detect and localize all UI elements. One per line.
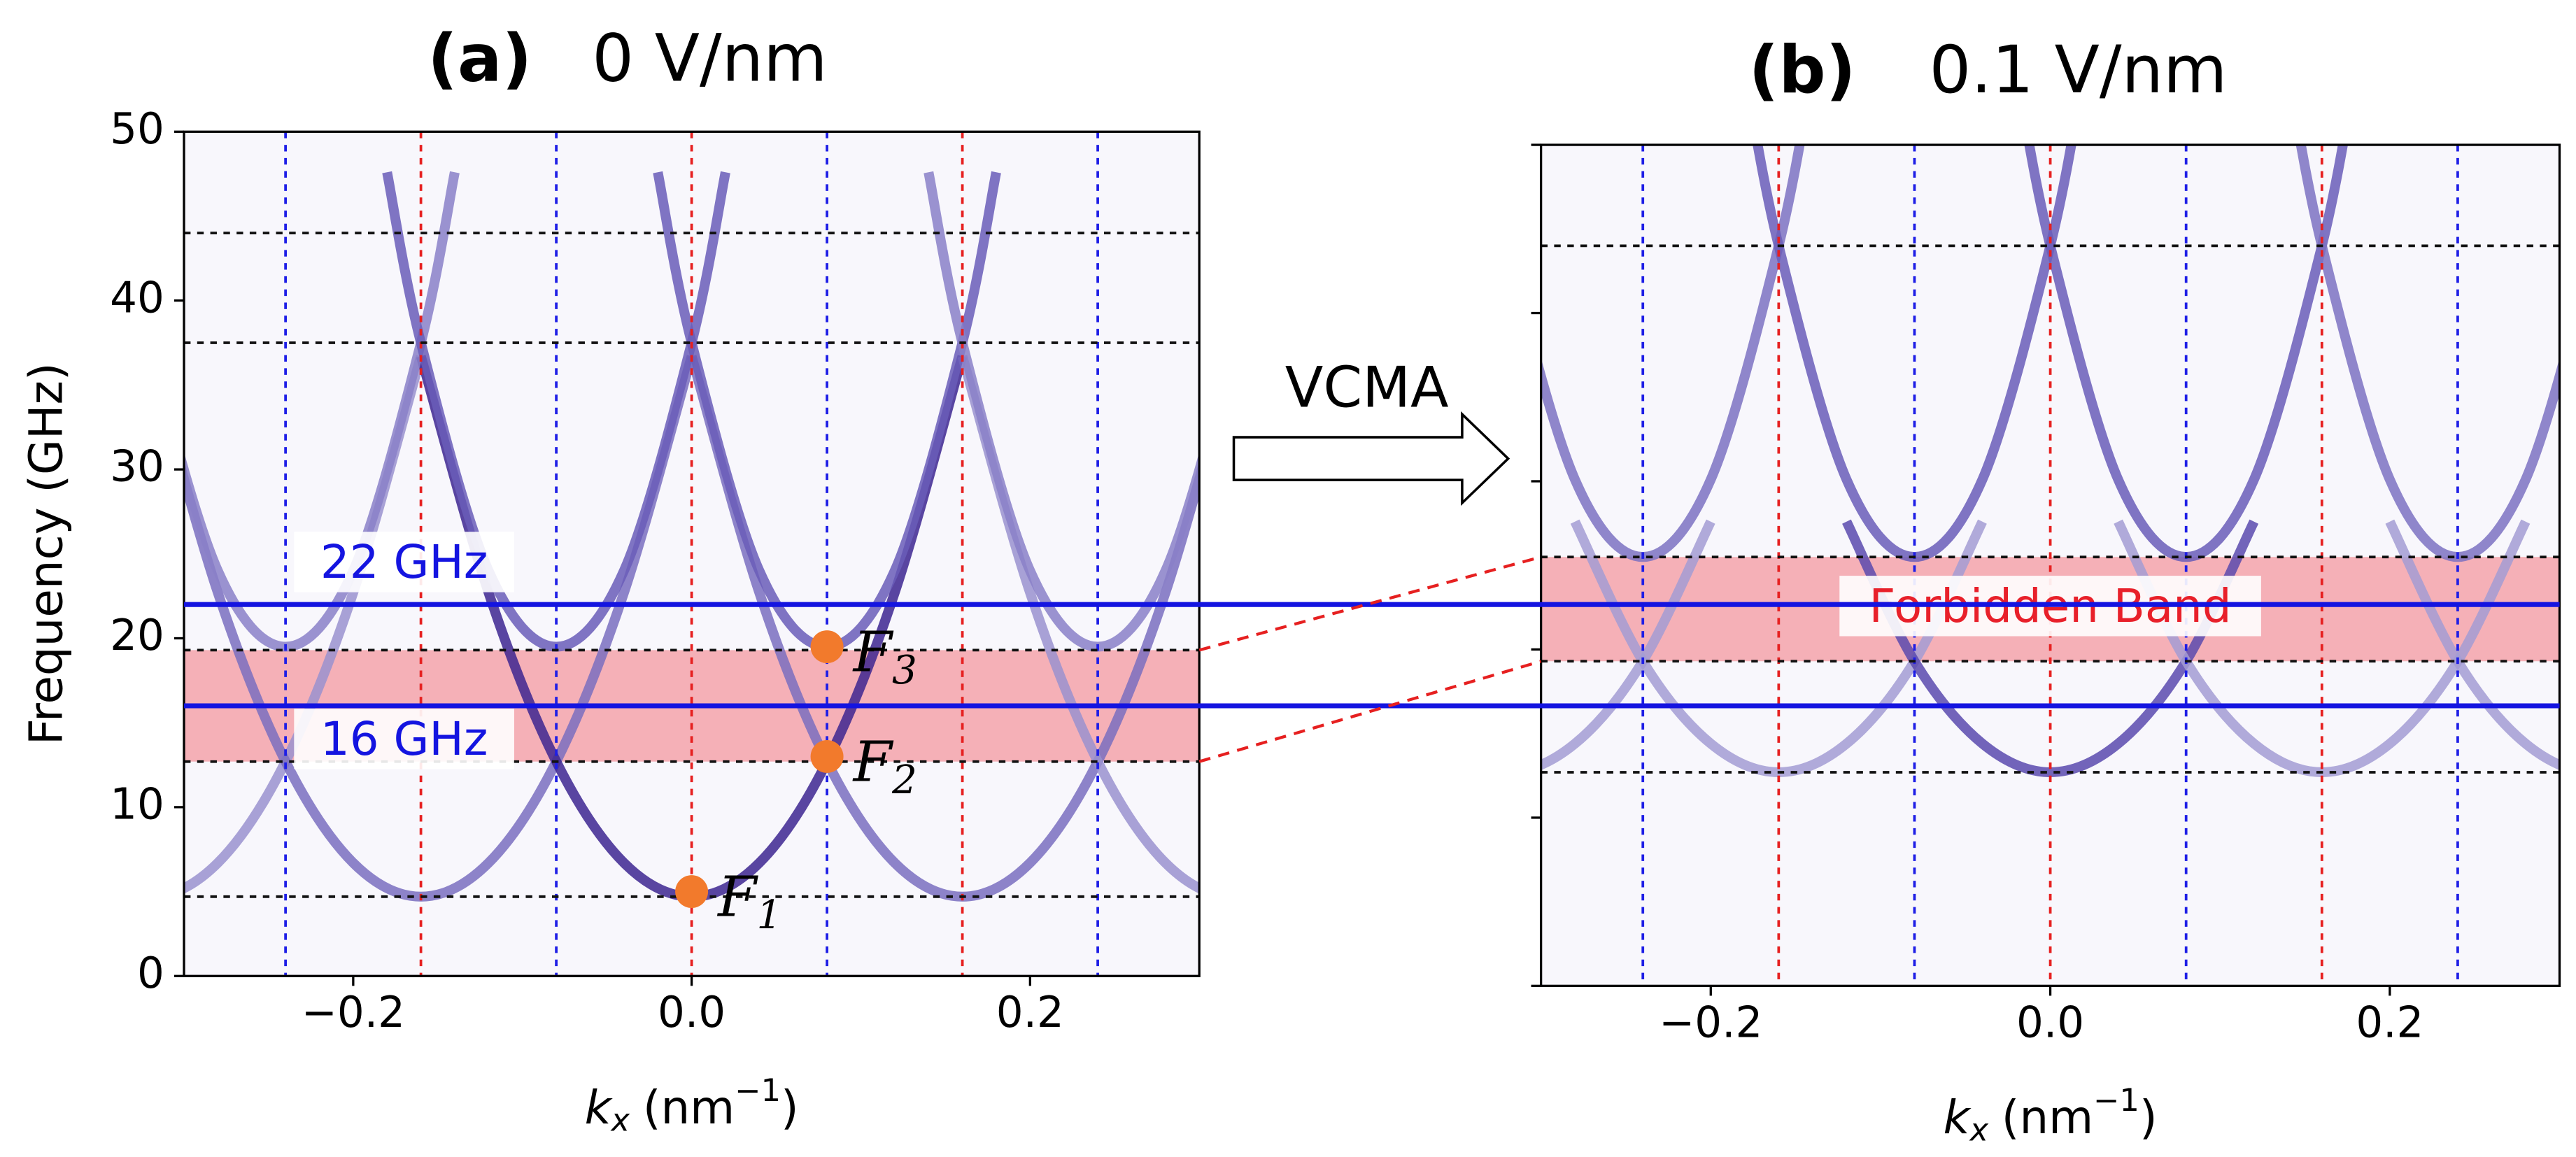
point-label-subscript: 2 xyxy=(891,758,917,803)
point-label-subscript: 1 xyxy=(757,893,782,938)
x-axis-label: kx (nm−1) xyxy=(1944,1082,2158,1148)
x-tick-label: −0.2 xyxy=(1659,998,1762,1047)
dispersion-curve xyxy=(1541,519,1715,771)
x-label-exponent: −1 xyxy=(2093,1082,2139,1119)
point-label-letter: F xyxy=(852,620,894,685)
x-label-subscript: x xyxy=(1969,1112,1989,1148)
x-tick-label: 0.0 xyxy=(2016,998,2084,1047)
point-label-letter: F xyxy=(852,730,894,795)
panel-title: 0 V/nm xyxy=(592,21,827,97)
y-tick-label: 20 xyxy=(110,611,164,660)
panel-label: (a) xyxy=(427,21,532,97)
point-label: F2 xyxy=(852,730,917,803)
x-label-exponent: −1 xyxy=(735,1072,781,1109)
y-tick-label: 40 xyxy=(110,273,164,322)
marker-point xyxy=(810,739,844,773)
y-axis-label: Frequency (GHz) xyxy=(20,362,73,745)
arrow xyxy=(1232,411,1510,506)
x-label-unit: (nm xyxy=(643,1081,735,1135)
band-connector xyxy=(1198,660,1542,763)
reference-label: 16 GHz xyxy=(320,712,488,766)
x-label-symbol: k xyxy=(1944,1091,1972,1144)
x-tick-label: −0.2 xyxy=(302,988,405,1037)
x-label-close: ) xyxy=(781,1081,799,1135)
marker-point xyxy=(810,630,844,664)
reference-label: 22 GHz xyxy=(320,535,488,589)
x-label-close: ) xyxy=(2139,1091,2158,1144)
label-box xyxy=(294,532,514,592)
dispersion-curve xyxy=(2385,519,2560,771)
x-label-symbol: k xyxy=(585,1081,614,1135)
y-tick-label: 0 xyxy=(137,949,164,998)
point-label-subscript: 3 xyxy=(892,648,917,693)
x-axis-label: kx (nm−1) xyxy=(585,1072,799,1138)
marker-point xyxy=(675,875,709,909)
arrow-label: VCMA xyxy=(1285,355,1449,420)
dispersion-curve xyxy=(1842,519,2259,778)
x-label-unit: (nm xyxy=(2002,1091,2093,1144)
point-label-letter: F xyxy=(716,865,758,930)
point-label: F3 xyxy=(852,620,917,693)
label-box xyxy=(294,709,514,769)
x-tick-label: 0.0 xyxy=(658,988,726,1037)
y-tick-label: 50 xyxy=(110,104,164,154)
x-tick-label: 0.2 xyxy=(2356,998,2423,1047)
x-label-subscript: x xyxy=(610,1102,630,1138)
panel-label: (b) xyxy=(1748,32,1855,108)
y-tick-label: 30 xyxy=(110,442,164,492)
point-label: F1 xyxy=(716,865,781,938)
panel-title: 0.1 V/nm xyxy=(1929,32,2227,108)
x-tick-label: 0.2 xyxy=(996,988,1064,1037)
y-tick-label: 10 xyxy=(110,779,164,829)
